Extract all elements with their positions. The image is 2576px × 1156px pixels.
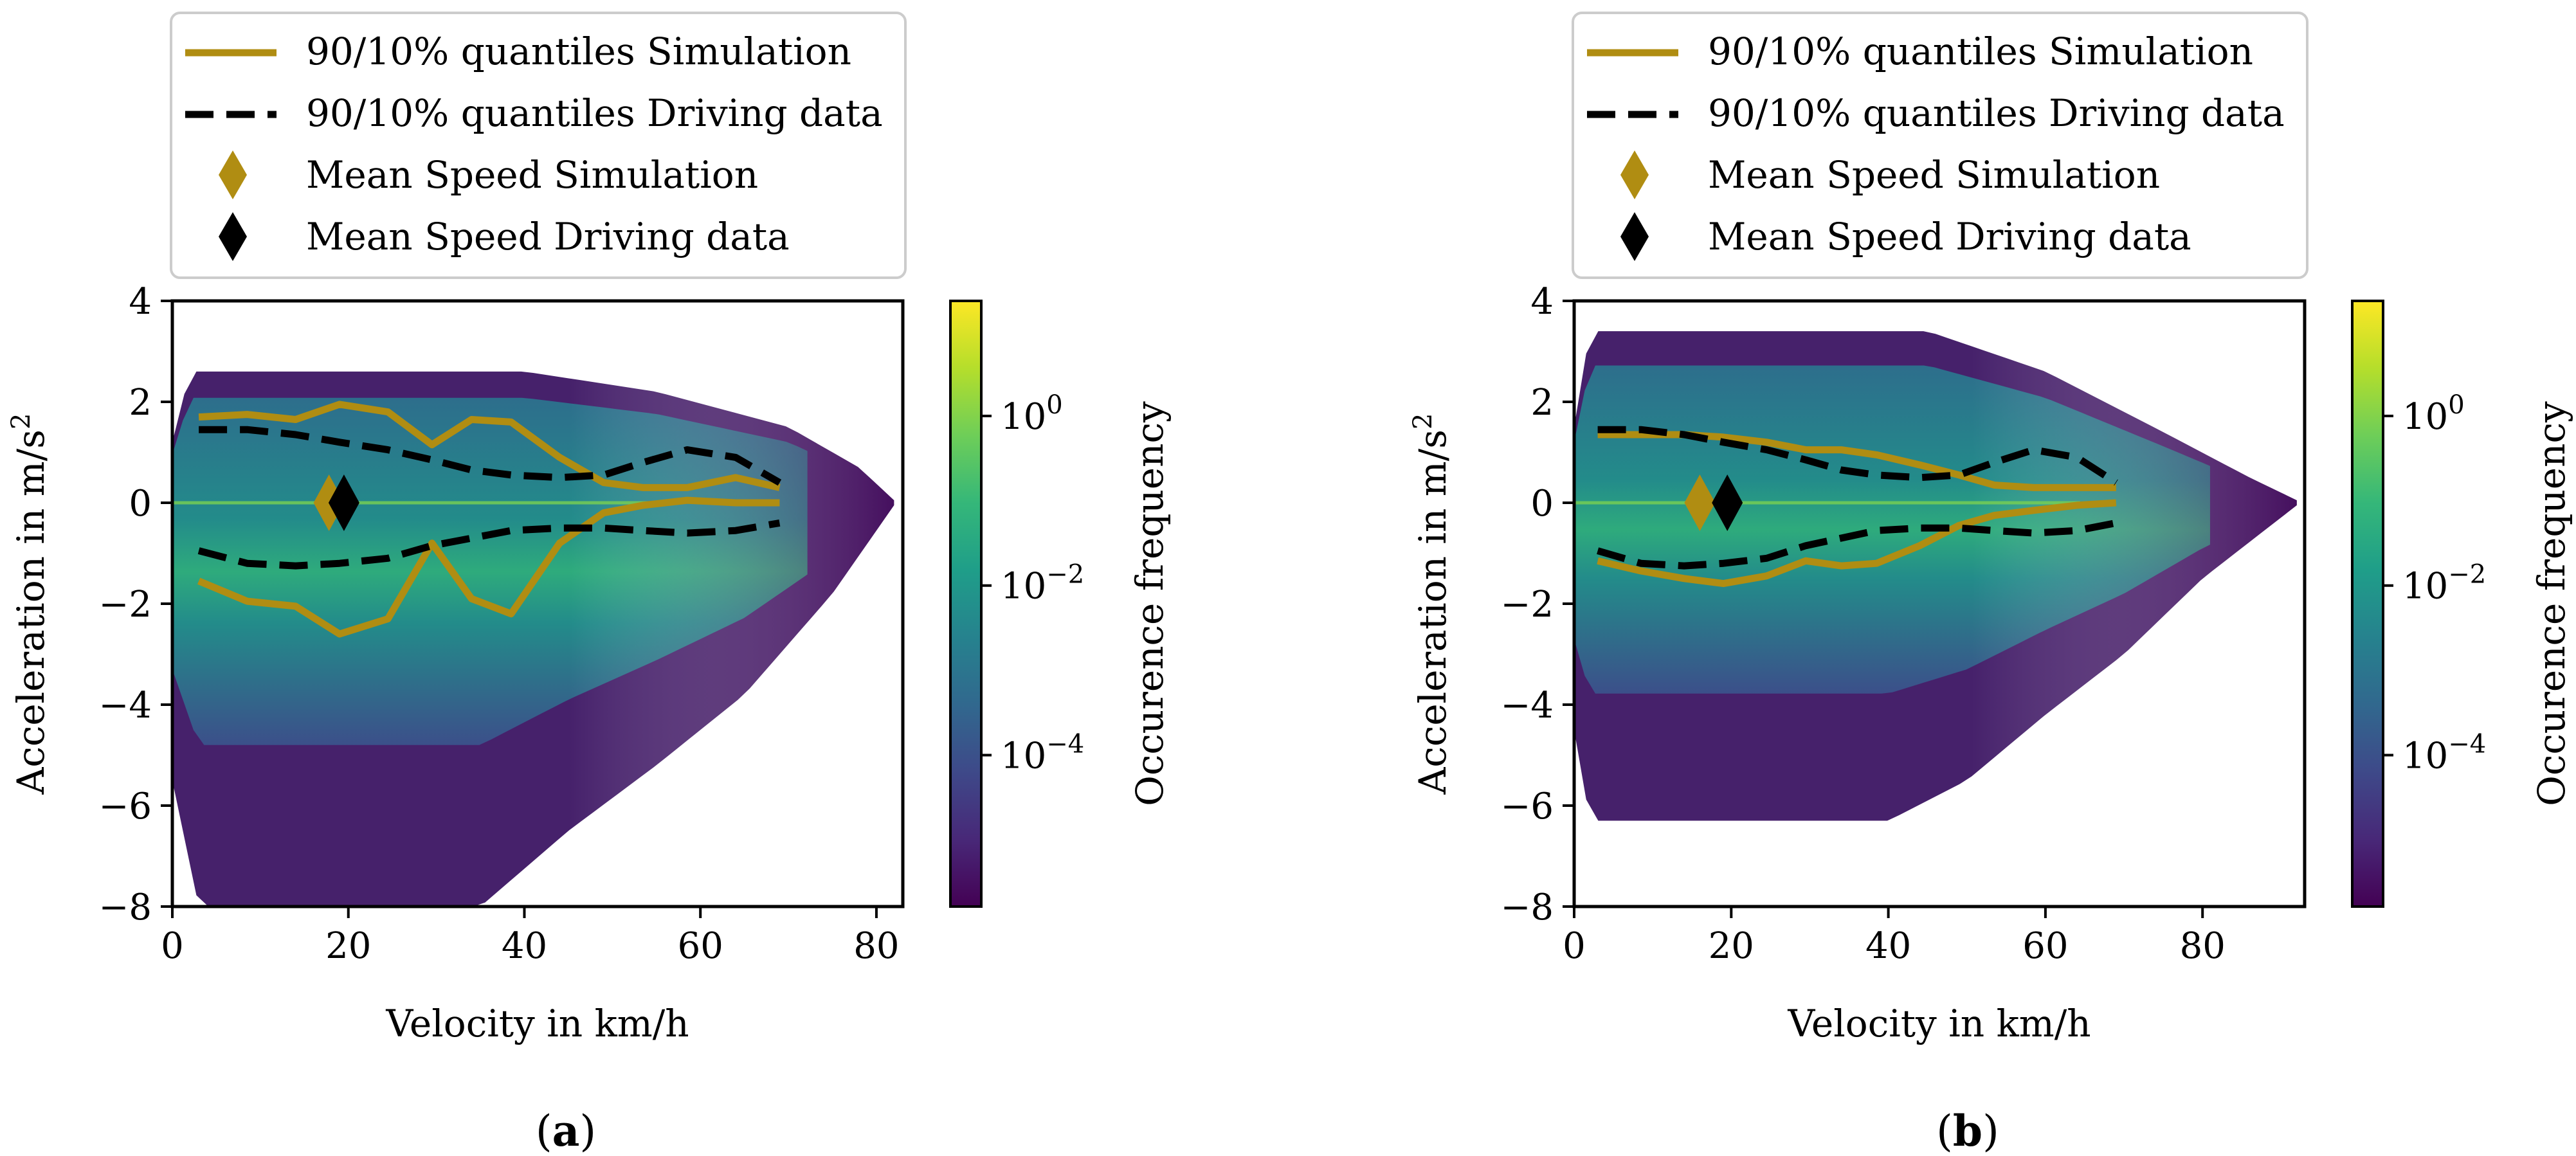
y-tick-label: 0 [129, 483, 152, 525]
legend: 90/10% quantiles Simulation 90/10% quant… [170, 12, 907, 279]
x-axis-label: Velocity in km/h [385, 1002, 689, 1045]
x-tick-label: 20 [325, 925, 371, 967]
mean-marker-0 [1684, 474, 1716, 531]
density-fade [172, 371, 894, 907]
y-tick-label: 4 [1530, 281, 1554, 323]
plot-area [172, 371, 894, 907]
series-line-2 [199, 426, 782, 486]
legend-swatch-sim-mean-marker [219, 150, 247, 199]
y-tick-label: −6 [98, 786, 152, 827]
axes-ticks: 0 20 40 60 80 −8 −6 −4 −2 0 2 4 [1500, 281, 2225, 967]
colorbar: 100 10−2 10−4 [949, 300, 1084, 908]
x-tick-label: 0 [1563, 925, 1586, 967]
series-line-2 [1597, 426, 2118, 486]
y-tick-label: −6 [1500, 786, 1554, 827]
y-axis-label-main: Acceleration in m/s [1411, 429, 1455, 795]
y-tick-label: −4 [1500, 685, 1554, 727]
x-tick-label: 0 [161, 925, 184, 967]
y-tick-label: −4 [98, 685, 152, 727]
colorbar-tick-label: 10−4 [1001, 730, 1084, 777]
colorbar-tick-label: 100 [1001, 390, 1063, 438]
legend: 90/10% quantiles Simulation 90/10% quant… [1572, 12, 2308, 279]
panel-label: (a) [536, 1106, 596, 1156]
series-line-0 [198, 401, 781, 491]
panel-label-open: ( [1936, 1106, 1953, 1156]
mean-marker-1 [1712, 474, 1743, 531]
y-tick-label: 2 [1530, 382, 1554, 424]
colorbar-tick-label: 100 [2402, 390, 2465, 438]
series-line-3 [197, 519, 781, 570]
panel-label-open: ( [536, 1106, 552, 1156]
density-fade [1574, 331, 2297, 821]
colorbar: 100 10−2 10−4 [2351, 300, 2486, 908]
x-axis-label: Velocity in km/h [1787, 1002, 2091, 1045]
panel-label: (b) [1936, 1106, 1999, 1156]
colorbar-label: Occurence frequency [2530, 401, 2573, 806]
panel-label-close: ) [579, 1106, 596, 1156]
chart-panel-a: 90/10% quantiles Simulation 90/10% quant… [6, 12, 1172, 1156]
legend-label-driving-quantiles: 90/10% quantiles Driving data [306, 91, 883, 135]
chart-panel-b: 90/10% quantiles Simulation 90/10% quant… [1408, 12, 2573, 1156]
y-tick-label: 2 [129, 382, 152, 424]
plot-area [1574, 331, 2297, 821]
panel-label-letter: b [1953, 1106, 1982, 1156]
legend-label-sim-mean: Mean Speed Simulation [306, 153, 758, 197]
x-tick-label: 40 [502, 925, 547, 967]
x-tick-label: 60 [2022, 925, 2068, 967]
legend-label-sim-mean: Mean Speed Simulation [1708, 153, 2160, 197]
y-axis-label: Acceleration in m/s2 [1408, 413, 1455, 795]
y-axis-label-superscript: 2 [6, 413, 36, 429]
axes-ticks: 0 20 40 60 80 −8 −6 −4 −2 0 2 4 [98, 281, 899, 967]
x-tick-label: 40 [1865, 925, 1911, 967]
x-tick-label: 20 [1709, 925, 1754, 967]
legend-swatch-driving-mean-marker [1620, 212, 1649, 261]
legend-label-driving-mean: Mean Speed Driving data [1708, 215, 2191, 258]
colorbar-gradient [2351, 300, 2384, 908]
colorbar-tick-label: 10−2 [2402, 560, 2486, 608]
y-tick-label: 4 [129, 281, 152, 323]
legend-label-driving-mean: Mean Speed Driving data [306, 215, 790, 258]
y-axis-label-superscript: 2 [1408, 413, 1438, 429]
colorbar-tick-label: 10−4 [2402, 730, 2486, 777]
y-tick-label: −8 [1500, 887, 1554, 928]
legend-frame [170, 12, 907, 279]
legend-swatch-sim-mean-marker [1620, 150, 1649, 199]
legend-frame [1572, 12, 2308, 279]
legend-label-sim-quantiles: 90/10% quantiles Simulation [1708, 30, 2253, 73]
colorbar-label: Occurence frequency [1128, 401, 1172, 806]
series-line-3 [1597, 519, 2117, 570]
panel-label-close: ) [1982, 1106, 1999, 1156]
x-tick-label: 80 [2180, 925, 2226, 967]
mean-marker-1 [328, 474, 359, 531]
x-tick-label: 80 [853, 925, 899, 967]
series-line-1 [197, 496, 780, 638]
colorbar-tick-label: 10−2 [1001, 560, 1084, 608]
colorbar-gradient [949, 300, 983, 908]
y-tick-label: −2 [1500, 584, 1554, 626]
legend-label-driving-quantiles: 90/10% quantiles Driving data [1708, 91, 2285, 135]
x-tick-label: 60 [678, 925, 723, 967]
panel-label-letter: a [552, 1106, 580, 1156]
y-axis-label-main: Acceleration in m/s [9, 429, 53, 795]
series-line-1 [1597, 499, 2117, 588]
y-tick-label: −8 [98, 887, 152, 928]
y-tick-label: 0 [1530, 483, 1554, 525]
y-tick-label: −2 [98, 584, 152, 626]
y-axis-label: Acceleration in m/s2 [6, 413, 53, 795]
legend-swatch-driving-mean-marker [219, 212, 247, 261]
legend-label-sim-quantiles: 90/10% quantiles Simulation [306, 30, 851, 73]
